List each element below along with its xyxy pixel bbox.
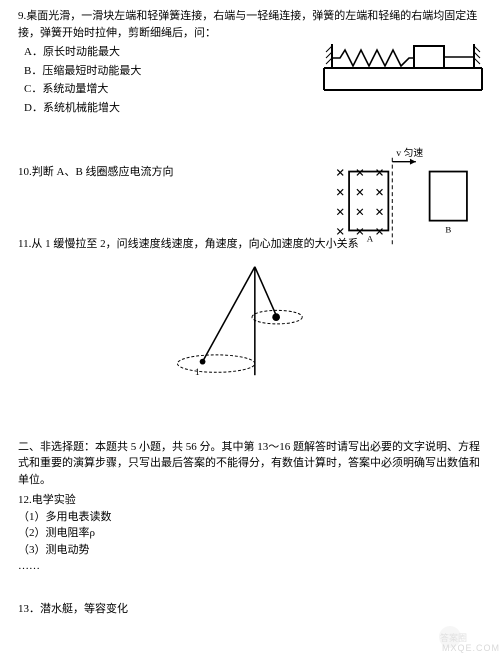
q12-sub-2: （2）测电阻率ρ — [18, 525, 482, 542]
question-13: 13．潜水艇，等容变化 — [18, 601, 482, 618]
q11-label-1: 1 — [195, 367, 200, 378]
q9-option-d: D．系统机械能增大 — [24, 99, 482, 118]
q12-sub-1: （1）多用电表读数 — [18, 509, 482, 526]
watermark-text: MXQE.COM — [442, 642, 500, 655]
q11-figure-icon: 1 — [175, 261, 325, 381]
q10-label-b: B — [445, 224, 451, 234]
question-10: 10.判断 A、B 线圈感应电流方向 v 匀速 — [18, 164, 482, 181]
q12-sub-3: （3）测电动势 — [18, 542, 482, 559]
q9-stem: 9.桌面光滑，一滑块左端和轻弹簧连接，右端与一轻绳连接，弹簧的左端和轻绳的右端均… — [18, 8, 482, 41]
question-9: 9.桌面光滑，一滑块左端和轻弹簧连接，右端与一轻绳连接，弹簧的左端和轻绳的右端均… — [18, 8, 482, 118]
question-12: 12.电学实验 （1）多用电表读数 （2）测电阻率ρ （3）测电动势 …… — [18, 492, 482, 575]
q12-stem: 12.电学实验 — [18, 492, 482, 509]
q12-dots: …… — [18, 558, 482, 575]
q10-label-v: v 匀速 — [396, 147, 423, 159]
q10-stem: 10.判断 A、B 线圈感应电流方向 — [18, 164, 273, 181]
question-11: 11.从 1 缓慢拉至 2，问线速度线速度，角速度，向心加速度的大小关系 1 — [18, 236, 482, 381]
section-2-heading: 二、非选择题：本题共 5 小题，共 56 分。其中第 13～16 题解答时请写出… — [18, 439, 482, 489]
q10-b-field — [337, 169, 382, 234]
q11-stem: 11.从 1 缓慢拉至 2，问线速度线速度，角速度，向心加速度的大小关系 — [18, 236, 482, 253]
q9-figure-icon — [318, 38, 488, 100]
